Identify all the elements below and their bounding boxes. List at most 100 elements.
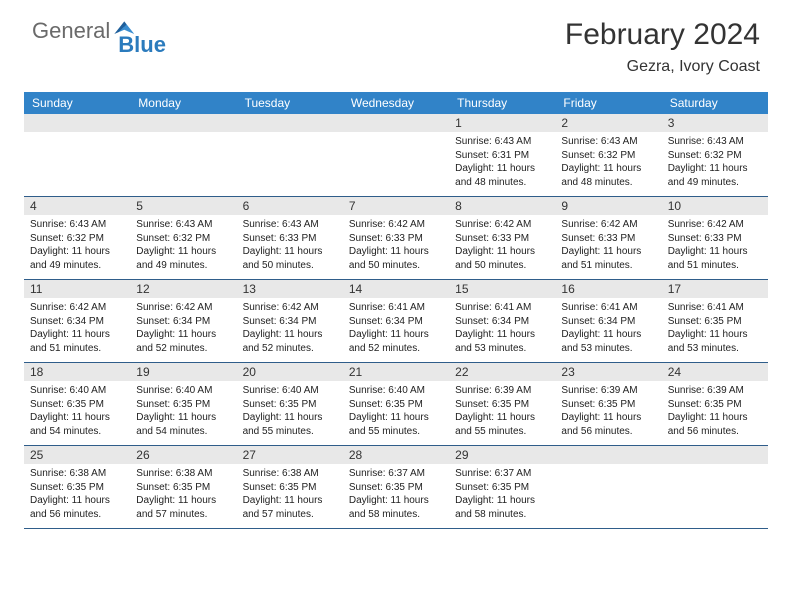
day-number: 1	[449, 114, 555, 132]
sunrise-text: Sunrise: 6:42 AM	[349, 218, 443, 232]
sunrise-text: Sunrise: 6:40 AM	[136, 384, 230, 398]
sunset-text: Sunset: 6:35 PM	[30, 398, 124, 412]
day-info: Sunrise: 6:41 AMSunset: 6:35 PMDaylight:…	[662, 298, 768, 361]
day-number: 15	[449, 280, 555, 298]
calendar-cell: 24Sunrise: 6:39 AMSunset: 6:35 PMDayligh…	[662, 363, 768, 445]
weeks-container: 1 Sunrise: 6:43 AM Sunset: 6:31 PM Daylight…	[24, 114, 768, 529]
sunrise-text: Sunrise: 6:43 AM	[668, 135, 762, 149]
sunrise-text: Sunrise: 6:39 AM	[455, 384, 549, 398]
daylight-text: Daylight: 11 hours and 51 minutes.	[30, 328, 124, 355]
brand-blue: Blue	[118, 32, 166, 58]
calendar-cell: 28Sunrise: 6:37 AMSunset: 6:35 PMDayligh…	[343, 446, 449, 528]
day-info: Sunrise: 6:42 AMSunset: 6:33 PMDaylight:…	[555, 215, 661, 278]
day-number: 10	[662, 197, 768, 215]
location-label: Gezra, Ivory Coast	[565, 58, 760, 76]
sunrise-text: Sunrise: 6:41 AM	[561, 301, 655, 315]
day-number	[343, 114, 449, 132]
sunset-text: Sunset: 6:35 PM	[561, 398, 655, 412]
sunset-text: Sunset: 6:32 PM	[561, 149, 655, 163]
day-info: Sunrise: 6:40 AMSunset: 6:35 PMDaylight:…	[130, 381, 236, 444]
day-info	[662, 464, 768, 524]
calendar-cell: 12Sunrise: 6:42 AMSunset: 6:34 PMDayligh…	[130, 280, 236, 362]
day-number: 28	[343, 446, 449, 464]
weekday-monday: Monday	[130, 92, 236, 114]
daylight-text: Daylight: 11 hours and 50 minutes.	[243, 245, 337, 272]
calendar-cell: 17Sunrise: 6:41 AMSunset: 6:35 PMDayligh…	[662, 280, 768, 362]
calendar-cell: 6Sunrise: 6:43 AMSunset: 6:33 PMDaylight…	[237, 197, 343, 279]
calendar-cell	[237, 114, 343, 196]
day-info	[24, 132, 130, 192]
day-number	[237, 114, 343, 132]
sunset-text: Sunset: 6:35 PM	[349, 398, 443, 412]
day-info	[343, 132, 449, 192]
sunset-text: Sunset: 6:31 PM	[455, 149, 549, 163]
sunset-text: Sunset: 6:34 PM	[561, 315, 655, 329]
day-number: 18	[24, 363, 130, 381]
brand-general: General	[32, 18, 110, 44]
day-number: 22	[449, 363, 555, 381]
sunset-text: Sunset: 6:35 PM	[455, 398, 549, 412]
day-info	[555, 464, 661, 524]
sunrise-text: Sunrise: 6:40 AM	[243, 384, 337, 398]
calendar-cell: 14Sunrise: 6:41 AMSunset: 6:34 PMDayligh…	[343, 280, 449, 362]
calendar-cell	[130, 114, 236, 196]
daylight-text: Daylight: 11 hours and 56 minutes.	[30, 494, 124, 521]
daylight-text: Daylight: 11 hours and 53 minutes.	[455, 328, 549, 355]
day-info: Sunrise: 6:43 AMSunset: 6:32 PMDaylight:…	[662, 132, 768, 195]
daylight-text: Daylight: 11 hours and 54 minutes.	[136, 411, 230, 438]
header: General Blue February 2024 Gezra, Ivory …	[0, 0, 792, 82]
day-info: Sunrise: 6:43 AMSunset: 6:32 PMDaylight:…	[555, 132, 661, 195]
calendar-cell: 2Sunrise: 6:43 AMSunset: 6:32 PMDaylight…	[555, 114, 661, 196]
day-number: 24	[662, 363, 768, 381]
sunrise-text: Sunrise: 6:43 AM	[30, 218, 124, 232]
sunrise-text: Sunrise: 6:38 AM	[30, 467, 124, 481]
calendar-cell: 23Sunrise: 6:39 AMSunset: 6:35 PMDayligh…	[555, 363, 661, 445]
sunset-text: Sunset: 6:33 PM	[243, 232, 337, 246]
sunrise-text: Sunrise: 6:42 AM	[243, 301, 337, 315]
daylight-text: Daylight: 11 hours and 49 minutes.	[30, 245, 124, 272]
sunrise-text: Sunrise: 6:41 AM	[455, 301, 549, 315]
day-number: 7	[343, 197, 449, 215]
day-number: 13	[237, 280, 343, 298]
sunrise-text: Sunrise: 6:37 AM	[349, 467, 443, 481]
daylight-text: Daylight: 11 hours and 55 minutes.	[455, 411, 549, 438]
sunrise-text: Sunrise: 6:42 AM	[561, 218, 655, 232]
calendar-cell: 15Sunrise: 6:41 AMSunset: 6:34 PMDayligh…	[449, 280, 555, 362]
calendar-cell: 5Sunrise: 6:43 AMSunset: 6:32 PMDaylight…	[130, 197, 236, 279]
day-number	[24, 114, 130, 132]
day-number: 6	[237, 197, 343, 215]
day-number: 9	[555, 197, 661, 215]
sunset-text: Sunset: 6:34 PM	[30, 315, 124, 329]
daylight-text: Daylight: 11 hours and 57 minutes.	[136, 494, 230, 521]
sunset-text: Sunset: 6:35 PM	[349, 481, 443, 495]
daylight-text: Daylight: 11 hours and 53 minutes.	[561, 328, 655, 355]
day-number	[130, 114, 236, 132]
day-info	[237, 132, 343, 192]
day-number: 2	[555, 114, 661, 132]
calendar-cell: 4Sunrise: 6:43 AMSunset: 6:32 PMDaylight…	[24, 197, 130, 279]
daylight-text: Daylight: 11 hours and 52 minutes.	[136, 328, 230, 355]
daylight-text: Daylight: 11 hours and 49 minutes.	[136, 245, 230, 272]
calendar-week: 25Sunrise: 6:38 AMSunset: 6:35 PMDayligh…	[24, 446, 768, 529]
weekday-friday: Friday	[555, 92, 661, 114]
day-info: Sunrise: 6:43 AMSunset: 6:33 PMDaylight:…	[237, 215, 343, 278]
day-number: 20	[237, 363, 343, 381]
day-info: Sunrise: 6:38 AMSunset: 6:35 PMDaylight:…	[130, 464, 236, 527]
day-number: 19	[130, 363, 236, 381]
calendar-cell	[24, 114, 130, 196]
day-info: Sunrise: 6:42 AMSunset: 6:33 PMDaylight:…	[449, 215, 555, 278]
sunrise-text: Sunrise: 6:38 AM	[136, 467, 230, 481]
daylight-text: Daylight: 11 hours and 53 minutes.	[668, 328, 762, 355]
day-number	[662, 446, 768, 464]
weekday-thursday: Thursday	[449, 92, 555, 114]
daylight-text: Daylight: 11 hours and 55 minutes.	[349, 411, 443, 438]
day-info: Sunrise: 6:42 AMSunset: 6:33 PMDaylight:…	[343, 215, 449, 278]
day-info	[130, 132, 236, 192]
calendar-cell: 1Sunrise: 6:43 AMSunset: 6:31 PMDaylight…	[449, 114, 555, 196]
day-number: 29	[449, 446, 555, 464]
day-number: 3	[662, 114, 768, 132]
sunrise-text: Sunrise: 6:40 AM	[349, 384, 443, 398]
sunset-text: Sunset: 6:34 PM	[136, 315, 230, 329]
day-number	[555, 446, 661, 464]
day-info: Sunrise: 6:38 AMSunset: 6:35 PMDaylight:…	[24, 464, 130, 527]
